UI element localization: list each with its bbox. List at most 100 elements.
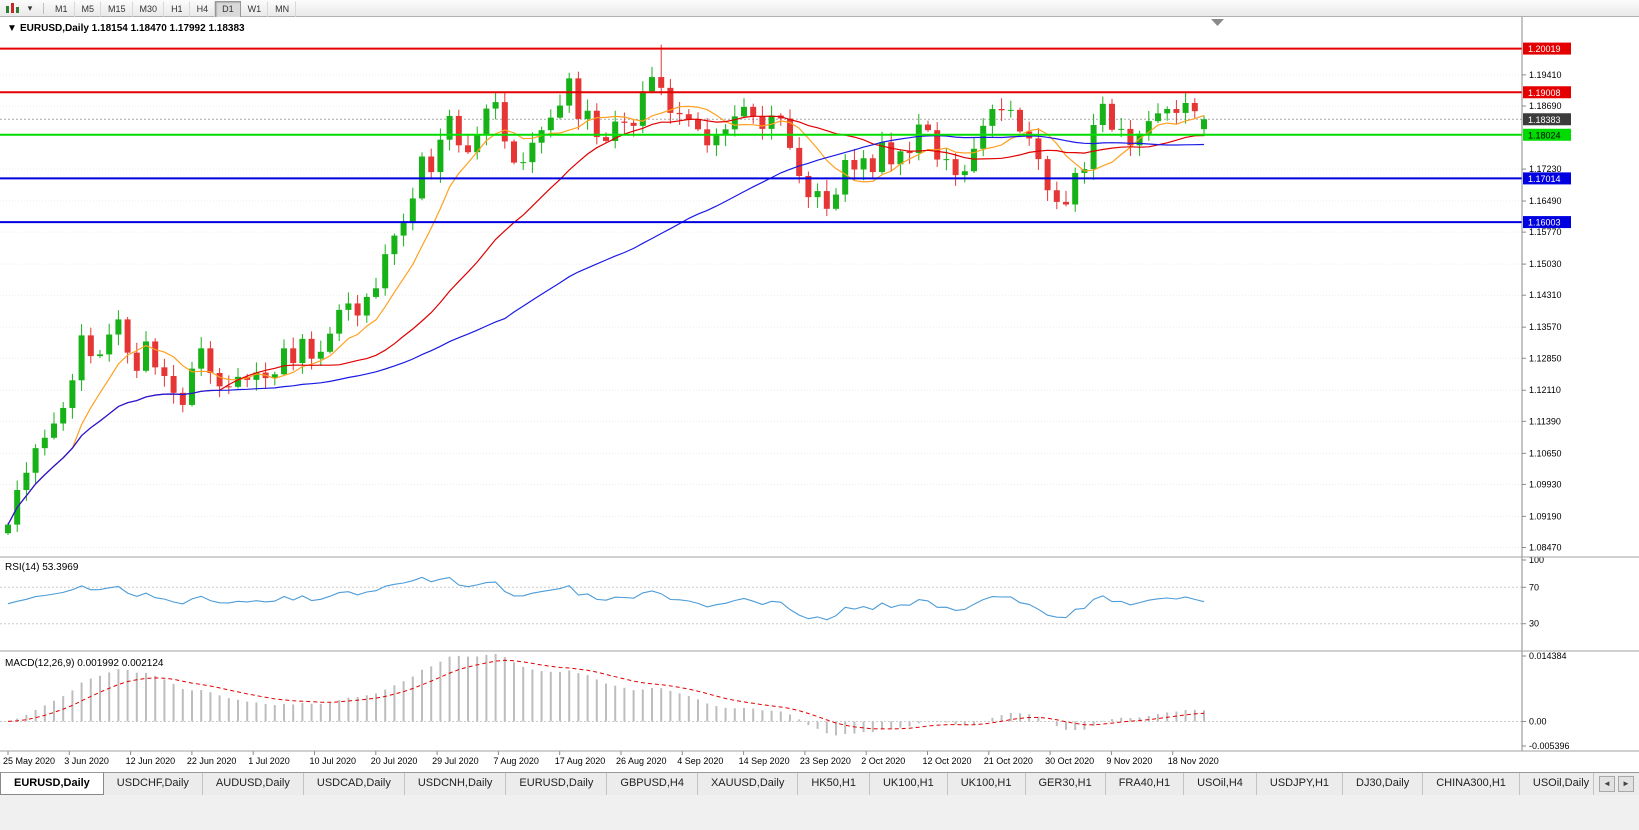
chart-tab-fra40-h1[interactable]: FRA40,H1 xyxy=(1105,773,1185,795)
chart-tab-hk50-h1[interactable]: HK50,H1 xyxy=(798,773,870,795)
svg-text:9 Nov 2020: 9 Nov 2020 xyxy=(1106,756,1152,766)
svg-text:3 Jun 2020: 3 Jun 2020 xyxy=(64,756,109,766)
chart-tab-ger30-h1[interactable]: GER30,H1 xyxy=(1025,773,1106,795)
chart-tab-uk100-h1[interactable]: UK100,H1 xyxy=(947,773,1026,795)
candlestick-glyph xyxy=(5,3,19,13)
rsi-panel[interactable]: RSI(14) 53.3969 xyxy=(0,562,1522,625)
chart-type-dropdown-icon[interactable]: ▾ xyxy=(27,2,33,13)
timeframe-button-m30[interactable]: M30 xyxy=(133,0,165,18)
rsi-header: RSI(14) 53.3969 xyxy=(5,562,79,573)
date-axis[interactable]: 25 May 2020 3 Jun 2020 12 Jun 2020 22 Jun 2… xyxy=(3,751,1219,766)
chart-tab-xauusd-daily[interactable]: XAUUSD,Daily xyxy=(697,773,799,795)
svg-text:1.18024: 1.18024 xyxy=(1528,130,1561,140)
chart-tab-gbpusd-h4[interactable]: GBPUSD,H4 xyxy=(607,773,698,795)
svg-text:17 Aug 2020: 17 Aug 2020 xyxy=(555,756,606,766)
toolbar: ▾ M1 M5 M15 M30 H1 H4 D1 W1 MN xyxy=(0,0,1639,18)
price-badge xyxy=(1523,128,1571,141)
timeframe-button-h4[interactable]: H4 xyxy=(190,0,216,18)
chart-tab-usoil-daily[interactable]: USOil,Daily xyxy=(1519,773,1593,795)
svg-text:25 May 2020: 25 May 2020 xyxy=(3,756,55,766)
timeframe-button-d1[interactable]: D1 xyxy=(215,0,241,18)
chart-tab-usoil-h4[interactable]: USOil,H4 xyxy=(1184,773,1257,795)
chart-tab-usdcad-daily[interactable]: USDCAD,Daily xyxy=(303,773,405,795)
timeframe-button-mn[interactable]: MN xyxy=(268,0,297,18)
svg-text:12 Oct 2020: 12 Oct 2020 xyxy=(923,756,972,766)
chart-tab-uk100-h1[interactable]: UK100,H1 xyxy=(869,773,948,795)
tab-scroll-controls: ◄ ► xyxy=(1593,773,1639,795)
tabs-scroll-left-button[interactable]: ◄ xyxy=(1599,776,1615,792)
timeframe-button-m1[interactable]: M1 xyxy=(48,0,75,18)
svg-text:1.12850: 1.12850 xyxy=(1529,353,1562,363)
svg-text:23 Sep 2020: 23 Sep 2020 xyxy=(800,756,851,766)
svg-text:1.20019: 1.20019 xyxy=(1528,44,1561,54)
tabs-scroll-right-button[interactable]: ► xyxy=(1618,776,1634,792)
chart-tab-eurusd-daily[interactable]: EURUSD,Daily xyxy=(506,773,608,795)
macd-panel[interactable]: MACD(12,26,9) 0.001992 0.002124 xyxy=(0,653,1522,736)
svg-text:1.12110: 1.12110 xyxy=(1529,385,1561,395)
svg-text:1.16490: 1.16490 xyxy=(1529,196,1562,206)
chart-tab-china300-h1[interactable]: CHINA300,H1 xyxy=(1423,773,1520,795)
chart-tab-usdchf-daily[interactable]: USDCHF,Daily xyxy=(103,773,203,795)
svg-text:-0.005396: -0.005396 xyxy=(1529,741,1570,751)
svg-text:30: 30 xyxy=(1529,619,1539,629)
svg-text:1.15030: 1.15030 xyxy=(1529,259,1562,269)
chart-tab-dj30-daily[interactable]: DJ30,Daily xyxy=(1343,773,1424,795)
price-chart-panel[interactable]: ▼ EURUSD,Daily 1.18154 1.18470 1.17992 1.… xyxy=(0,19,1522,548)
chart-ohlc-header: EURUSD,Daily 1.18154 1.18470 1.17992 1.1… xyxy=(20,23,245,34)
svg-text:1.13570: 1.13570 xyxy=(1529,322,1562,332)
svg-text:2 Oct 2020: 2 Oct 2020 xyxy=(861,756,905,766)
moving-average-line xyxy=(7,105,1205,525)
svg-text:0.014384: 0.014384 xyxy=(1529,651,1567,661)
svg-text:1.16003: 1.16003 xyxy=(1528,218,1561,228)
chart-canvas[interactable]: ▼ EURUSD,Daily 1.18154 1.18470 1.17992 1.… xyxy=(0,17,1639,772)
candlestick-chart-icon[interactable] xyxy=(3,1,21,15)
svg-text:22 Jun 2020: 22 Jun 2020 xyxy=(187,756,237,766)
timeframe-button-m15[interactable]: M15 xyxy=(101,0,133,18)
chart-tab-bar: EURUSD,Daily USDCHF,Daily AUDUSD,Daily USDC… xyxy=(0,772,1639,795)
svg-text:7 Aug 2020: 7 Aug 2020 xyxy=(493,756,539,766)
svg-text:29 Jul 2020: 29 Jul 2020 xyxy=(432,756,479,766)
timeframe-button-h1[interactable]: H1 xyxy=(164,0,190,18)
svg-text:1.18690: 1.18690 xyxy=(1529,101,1562,111)
svg-text:1.09190: 1.09190 xyxy=(1529,511,1562,521)
timeframe-button-w1[interactable]: W1 xyxy=(241,0,269,18)
chart-tab-usdjpy-h1[interactable]: USDJPY,H1 xyxy=(1256,773,1344,795)
svg-text:0.00: 0.00 xyxy=(1529,716,1547,726)
svg-text:12 Jun 2020: 12 Jun 2020 xyxy=(126,756,176,766)
macd-header: MACD(12,26,9) 0.001992 0.002124 xyxy=(5,658,164,669)
svg-text:100: 100 xyxy=(1529,555,1544,565)
svg-text:1.17014: 1.17014 xyxy=(1528,174,1561,184)
svg-text:1.18383: 1.18383 xyxy=(1528,115,1561,125)
chart-window: ▼ EURUSD,Daily 1.18154 1.18470 1.17992 1.… xyxy=(0,17,1639,772)
svg-text:4 Sep 2020: 4 Sep 2020 xyxy=(677,756,723,766)
svg-text:14 Sep 2020: 14 Sep 2020 xyxy=(739,756,790,766)
timeframe-button-m5[interactable]: M5 xyxy=(75,0,102,18)
svg-text:1.08470: 1.08470 xyxy=(1529,542,1562,552)
chart-tab-audusd-daily[interactable]: AUDUSD,Daily xyxy=(202,773,304,795)
svg-text:30 Oct 2020: 30 Oct 2020 xyxy=(1045,756,1094,766)
svg-text:70: 70 xyxy=(1529,582,1539,592)
price-badge xyxy=(1523,216,1571,229)
svg-text:1.10650: 1.10650 xyxy=(1529,448,1562,458)
svg-text:1.14310: 1.14310 xyxy=(1529,290,1562,300)
chart-shift-marker-icon xyxy=(1211,19,1224,26)
svg-text:1 Jul 2020: 1 Jul 2020 xyxy=(248,756,290,766)
timeframe-buttons: M1 M5 M15 M30 H1 H4 D1 W1 MN xyxy=(48,0,297,18)
svg-text:26 Aug 2020: 26 Aug 2020 xyxy=(616,756,667,766)
price-badge xyxy=(1523,172,1571,185)
moving-average-line xyxy=(7,135,1205,525)
price-badge xyxy=(1523,86,1571,99)
svg-text:1.19410: 1.19410 xyxy=(1529,70,1562,80)
svg-text:21 Oct 2020: 21 Oct 2020 xyxy=(984,756,1033,766)
toolbar-separator xyxy=(43,2,44,14)
svg-text:10 Jul 2020: 10 Jul 2020 xyxy=(310,756,357,766)
rsi-line xyxy=(7,576,1205,621)
chart-collapse-icon: ▼ xyxy=(7,23,17,34)
chart-tab-usdcnh-daily[interactable]: USDCNH,Daily xyxy=(404,773,507,795)
price-badge xyxy=(1523,113,1571,126)
chart-tab-eurusd-daily[interactable]: EURUSD,Daily xyxy=(0,773,104,795)
price-axis[interactable]: 1.19410 1.18690 1.17230 1.16490 1.15770 1.150… xyxy=(1521,17,1571,751)
tabs-container: EURUSD,Daily USDCHF,Daily AUDUSD,Daily USDC… xyxy=(0,773,1593,795)
svg-text:20 Jul 2020: 20 Jul 2020 xyxy=(371,756,418,766)
svg-text:1.11390: 1.11390 xyxy=(1529,416,1561,426)
